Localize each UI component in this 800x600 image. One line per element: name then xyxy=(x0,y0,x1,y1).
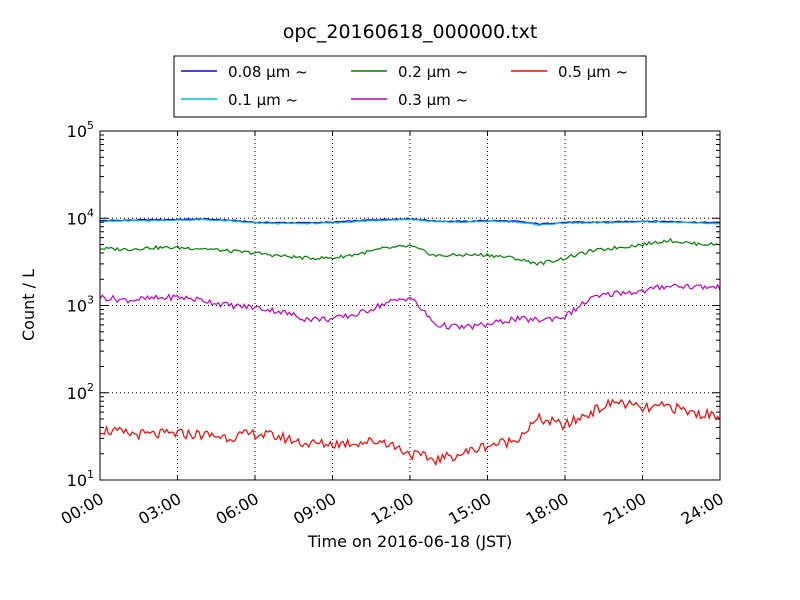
x-axis-label: Time on 2016-06-18 (JST) xyxy=(307,532,512,551)
series-line xyxy=(99,237,721,266)
y-tick-label: 105 xyxy=(67,119,94,141)
y-axis-label: Count / L xyxy=(19,269,38,341)
legend-box xyxy=(173,55,647,118)
y-tick-label: 101 xyxy=(67,468,94,490)
series-layer xyxy=(99,217,721,467)
legend-label: 0.2 μm ~ xyxy=(398,63,468,81)
series-line xyxy=(99,218,721,226)
y-tick-base: 10 xyxy=(67,471,87,490)
y-tick-base: 10 xyxy=(67,297,87,316)
legend-label: 0.3 μm ~ xyxy=(398,91,468,109)
ticks xyxy=(99,130,721,481)
y-tick-exponent: 3 xyxy=(87,294,94,307)
grid xyxy=(100,131,720,480)
legend-label: 0.08 μm ~ xyxy=(228,63,308,81)
y-tick-exponent: 4 xyxy=(87,206,94,219)
y-tick-base: 10 xyxy=(67,209,87,228)
y-tick-base: 10 xyxy=(67,384,87,403)
y-tick-base: 10 xyxy=(67,122,87,141)
series-line xyxy=(99,398,721,467)
series-line xyxy=(99,283,721,331)
y-tick-exponent: 2 xyxy=(87,381,94,394)
y-tick-label: 104 xyxy=(67,206,94,228)
y-tick-label: 103 xyxy=(67,294,94,316)
y-tick-exponent: 5 xyxy=(87,119,94,132)
y-tick-label: 102 xyxy=(67,381,94,403)
y-tick-exponent: 1 xyxy=(87,468,94,481)
chart-title: opc_20160618_000000.txt xyxy=(283,21,538,43)
legend: 0.08 μm ~ 0.1 μm ~ 0.2 μm ~ 0.3 μm ~ 0.5 μm … xyxy=(173,55,647,118)
legend-label: 0.1 μm ~ xyxy=(228,91,298,109)
legend-label: 0.5 μm ~ xyxy=(558,63,628,81)
